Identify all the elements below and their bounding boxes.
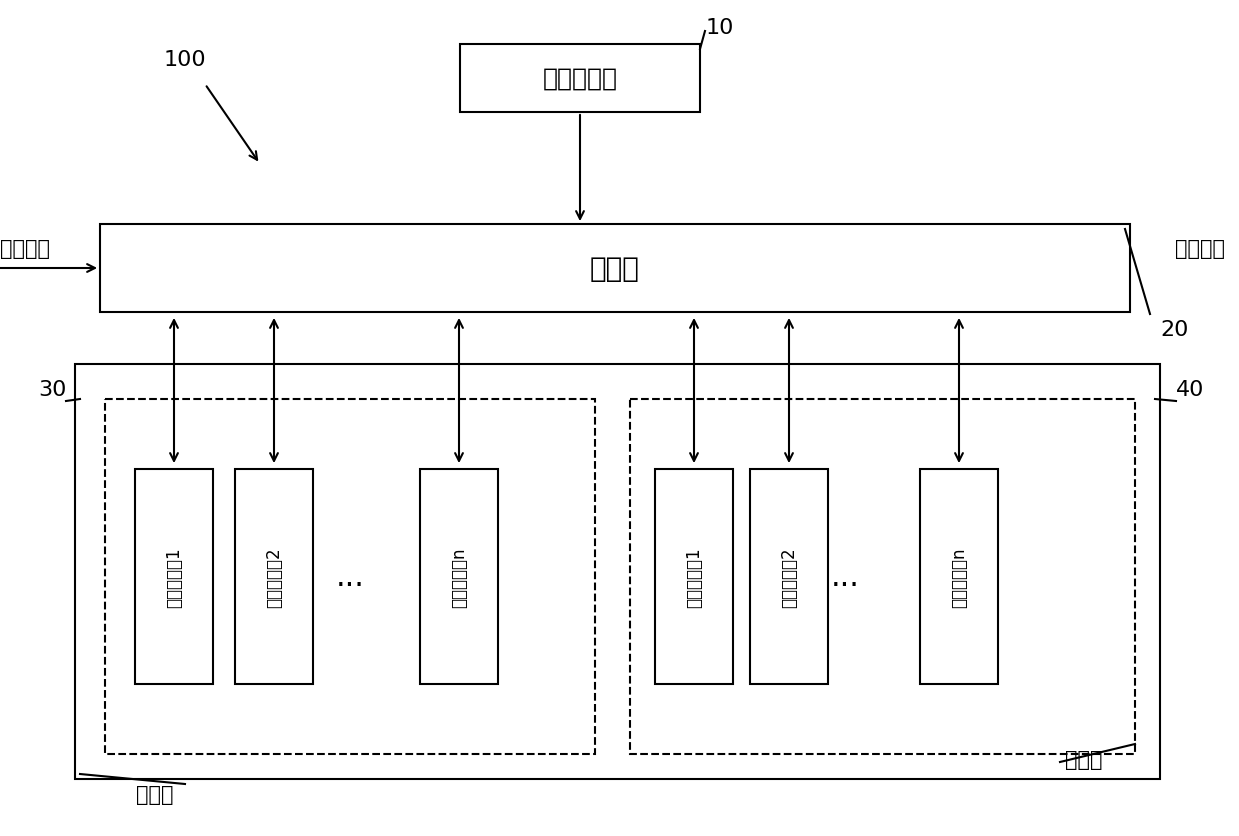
Bar	[105, 400, 595, 754]
Text: 服务请求: 服务请求	[0, 239, 50, 258]
Text: 备选池: 备选池	[1066, 749, 1103, 769]
Text: 调度器: 调度器	[590, 255, 639, 283]
Bar	[655, 470, 733, 684]
Bar	[420, 470, 498, 684]
Text: 100: 100	[164, 50, 207, 70]
Text: 策略生成器: 策略生成器	[543, 67, 617, 91]
Bar	[460, 45, 700, 113]
Text: 30: 30	[38, 380, 66, 400]
Text: 工作池: 工作池	[136, 784, 173, 804]
Text: 异构执行体n: 异构执行体n	[950, 547, 968, 607]
Text: 异构执行体2: 异构执行体2	[781, 547, 798, 607]
Text: 异构执行体2: 异构执行体2	[265, 547, 282, 607]
Text: 服务响应: 服务响应	[1175, 239, 1225, 258]
Text: ...: ...	[336, 563, 364, 591]
Bar	[750, 470, 828, 684]
Bar	[135, 470, 213, 684]
Text: 10: 10	[706, 18, 735, 38]
Text: ...: ...	[830, 563, 860, 591]
Bar	[629, 400, 1135, 754]
Text: 20: 20	[1161, 319, 1189, 339]
Text: 异构执行体n: 异构执行体n	[450, 547, 468, 607]
Bar	[76, 364, 1160, 779]
Text: 异构执行体1: 异构执行体1	[165, 547, 183, 607]
Text: 异构执行体1: 异构执行体1	[685, 547, 703, 607]
Bar	[921, 470, 997, 684]
Bar	[235, 470, 313, 684]
Bar	[100, 225, 1130, 313]
Text: 40: 40	[1176, 380, 1204, 400]
